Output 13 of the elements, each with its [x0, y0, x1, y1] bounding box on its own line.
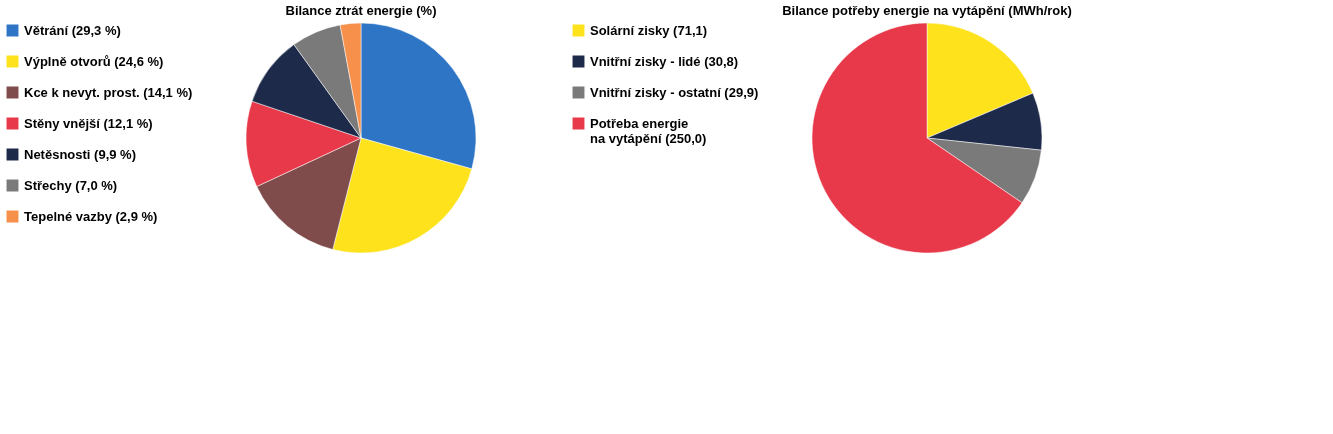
legend-label: Kce k nevyt. prost. (14,1 %) [24, 84, 193, 100]
legend-label: Výplně otvorů (24,6 %) [24, 53, 164, 69]
legend-label: Vnitřní zisky - lidé (30,8) [590, 53, 739, 69]
chart-title: Bilance ztrát energie (%) [285, 3, 437, 18]
legend-label: Vnitřní zisky - ostatní (29,9) [590, 84, 759, 100]
legend-label: Střechy (7,0 %) [24, 177, 118, 193]
legend-label: Tepelné vazby (2,9 %) [24, 208, 158, 224]
legend-label: Stěny vnější (12,1 %) [24, 115, 153, 131]
legend-label: Větrání (29,3 %) [24, 22, 121, 38]
legend-label: Solární zisky (71,1) [590, 22, 708, 38]
legend-label: Netěsnosti (9,9 %) [24, 146, 136, 162]
chart-title: Bilance potřeby energie na vytápění (MWh/rok) [782, 3, 1072, 18]
legend-label: Potřeba energie na vytápění (250,0) [590, 115, 707, 146]
